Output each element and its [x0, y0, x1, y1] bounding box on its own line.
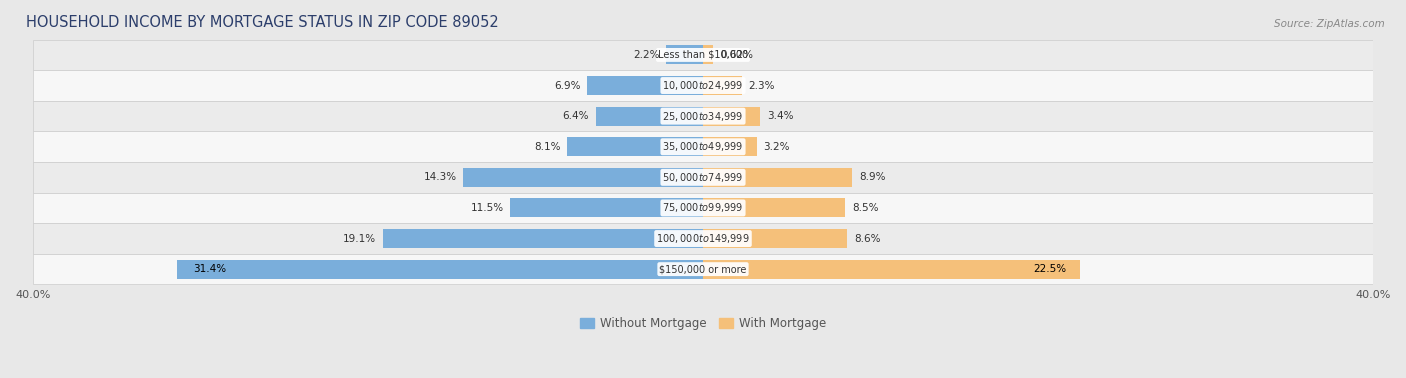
Bar [177, 260, 703, 279]
Text: 0.62%: 0.62% [720, 50, 754, 60]
Text: Less than $10,000: Less than $10,000 [658, 50, 748, 60]
Bar [703, 107, 761, 125]
Bar [703, 137, 756, 156]
Text: 8.5%: 8.5% [852, 203, 879, 213]
Text: $150,000 or more: $150,000 or more [659, 264, 747, 274]
Text: 11.5%: 11.5% [471, 203, 503, 213]
Text: 2.3%: 2.3% [748, 81, 775, 91]
Bar [596, 107, 703, 125]
Text: $100,000 to $149,999: $100,000 to $149,999 [657, 232, 749, 245]
Text: 31.4%: 31.4% [194, 264, 226, 274]
Text: 2.2%: 2.2% [633, 50, 659, 60]
Text: $10,000 to $24,999: $10,000 to $24,999 [662, 79, 744, 92]
Legend: Without Mortgage, With Mortgage: Without Mortgage, With Mortgage [575, 312, 831, 335]
Text: 3.2%: 3.2% [763, 142, 790, 152]
Text: HOUSEHOLD INCOME BY MORTGAGE STATUS IN ZIP CODE 89052: HOUSEHOLD INCOME BY MORTGAGE STATUS IN Z… [25, 15, 499, 30]
Text: 19.1%: 19.1% [343, 234, 377, 243]
Text: $25,000 to $34,999: $25,000 to $34,999 [662, 110, 744, 122]
Text: $75,000 to $99,999: $75,000 to $99,999 [662, 201, 744, 214]
Bar [703, 229, 848, 248]
Bar [703, 260, 1080, 279]
Text: 8.1%: 8.1% [534, 142, 561, 152]
Text: 22.5%: 22.5% [1033, 264, 1067, 274]
Bar [703, 168, 852, 187]
Bar [32, 162, 1374, 193]
Text: 8.9%: 8.9% [859, 172, 886, 182]
Bar [382, 229, 703, 248]
Bar [703, 45, 713, 64]
Text: 6.9%: 6.9% [554, 81, 581, 91]
Bar [588, 76, 703, 95]
Bar [567, 137, 703, 156]
Bar [666, 45, 703, 64]
Bar [703, 198, 845, 217]
Text: 14.3%: 14.3% [423, 172, 457, 182]
Bar [32, 254, 1374, 284]
Bar [32, 70, 1374, 101]
Bar [464, 168, 703, 187]
Text: 6.4%: 6.4% [562, 111, 589, 121]
Bar [32, 101, 1374, 132]
Bar [32, 193, 1374, 223]
Bar [32, 223, 1374, 254]
Text: $50,000 to $74,999: $50,000 to $74,999 [662, 171, 744, 184]
Text: Source: ZipAtlas.com: Source: ZipAtlas.com [1274, 19, 1385, 29]
Bar [32, 40, 1374, 70]
Text: $35,000 to $49,999: $35,000 to $49,999 [662, 140, 744, 153]
Text: 3.4%: 3.4% [766, 111, 793, 121]
Text: 8.6%: 8.6% [853, 234, 880, 243]
Bar [703, 76, 741, 95]
Bar [32, 132, 1374, 162]
Bar [510, 198, 703, 217]
